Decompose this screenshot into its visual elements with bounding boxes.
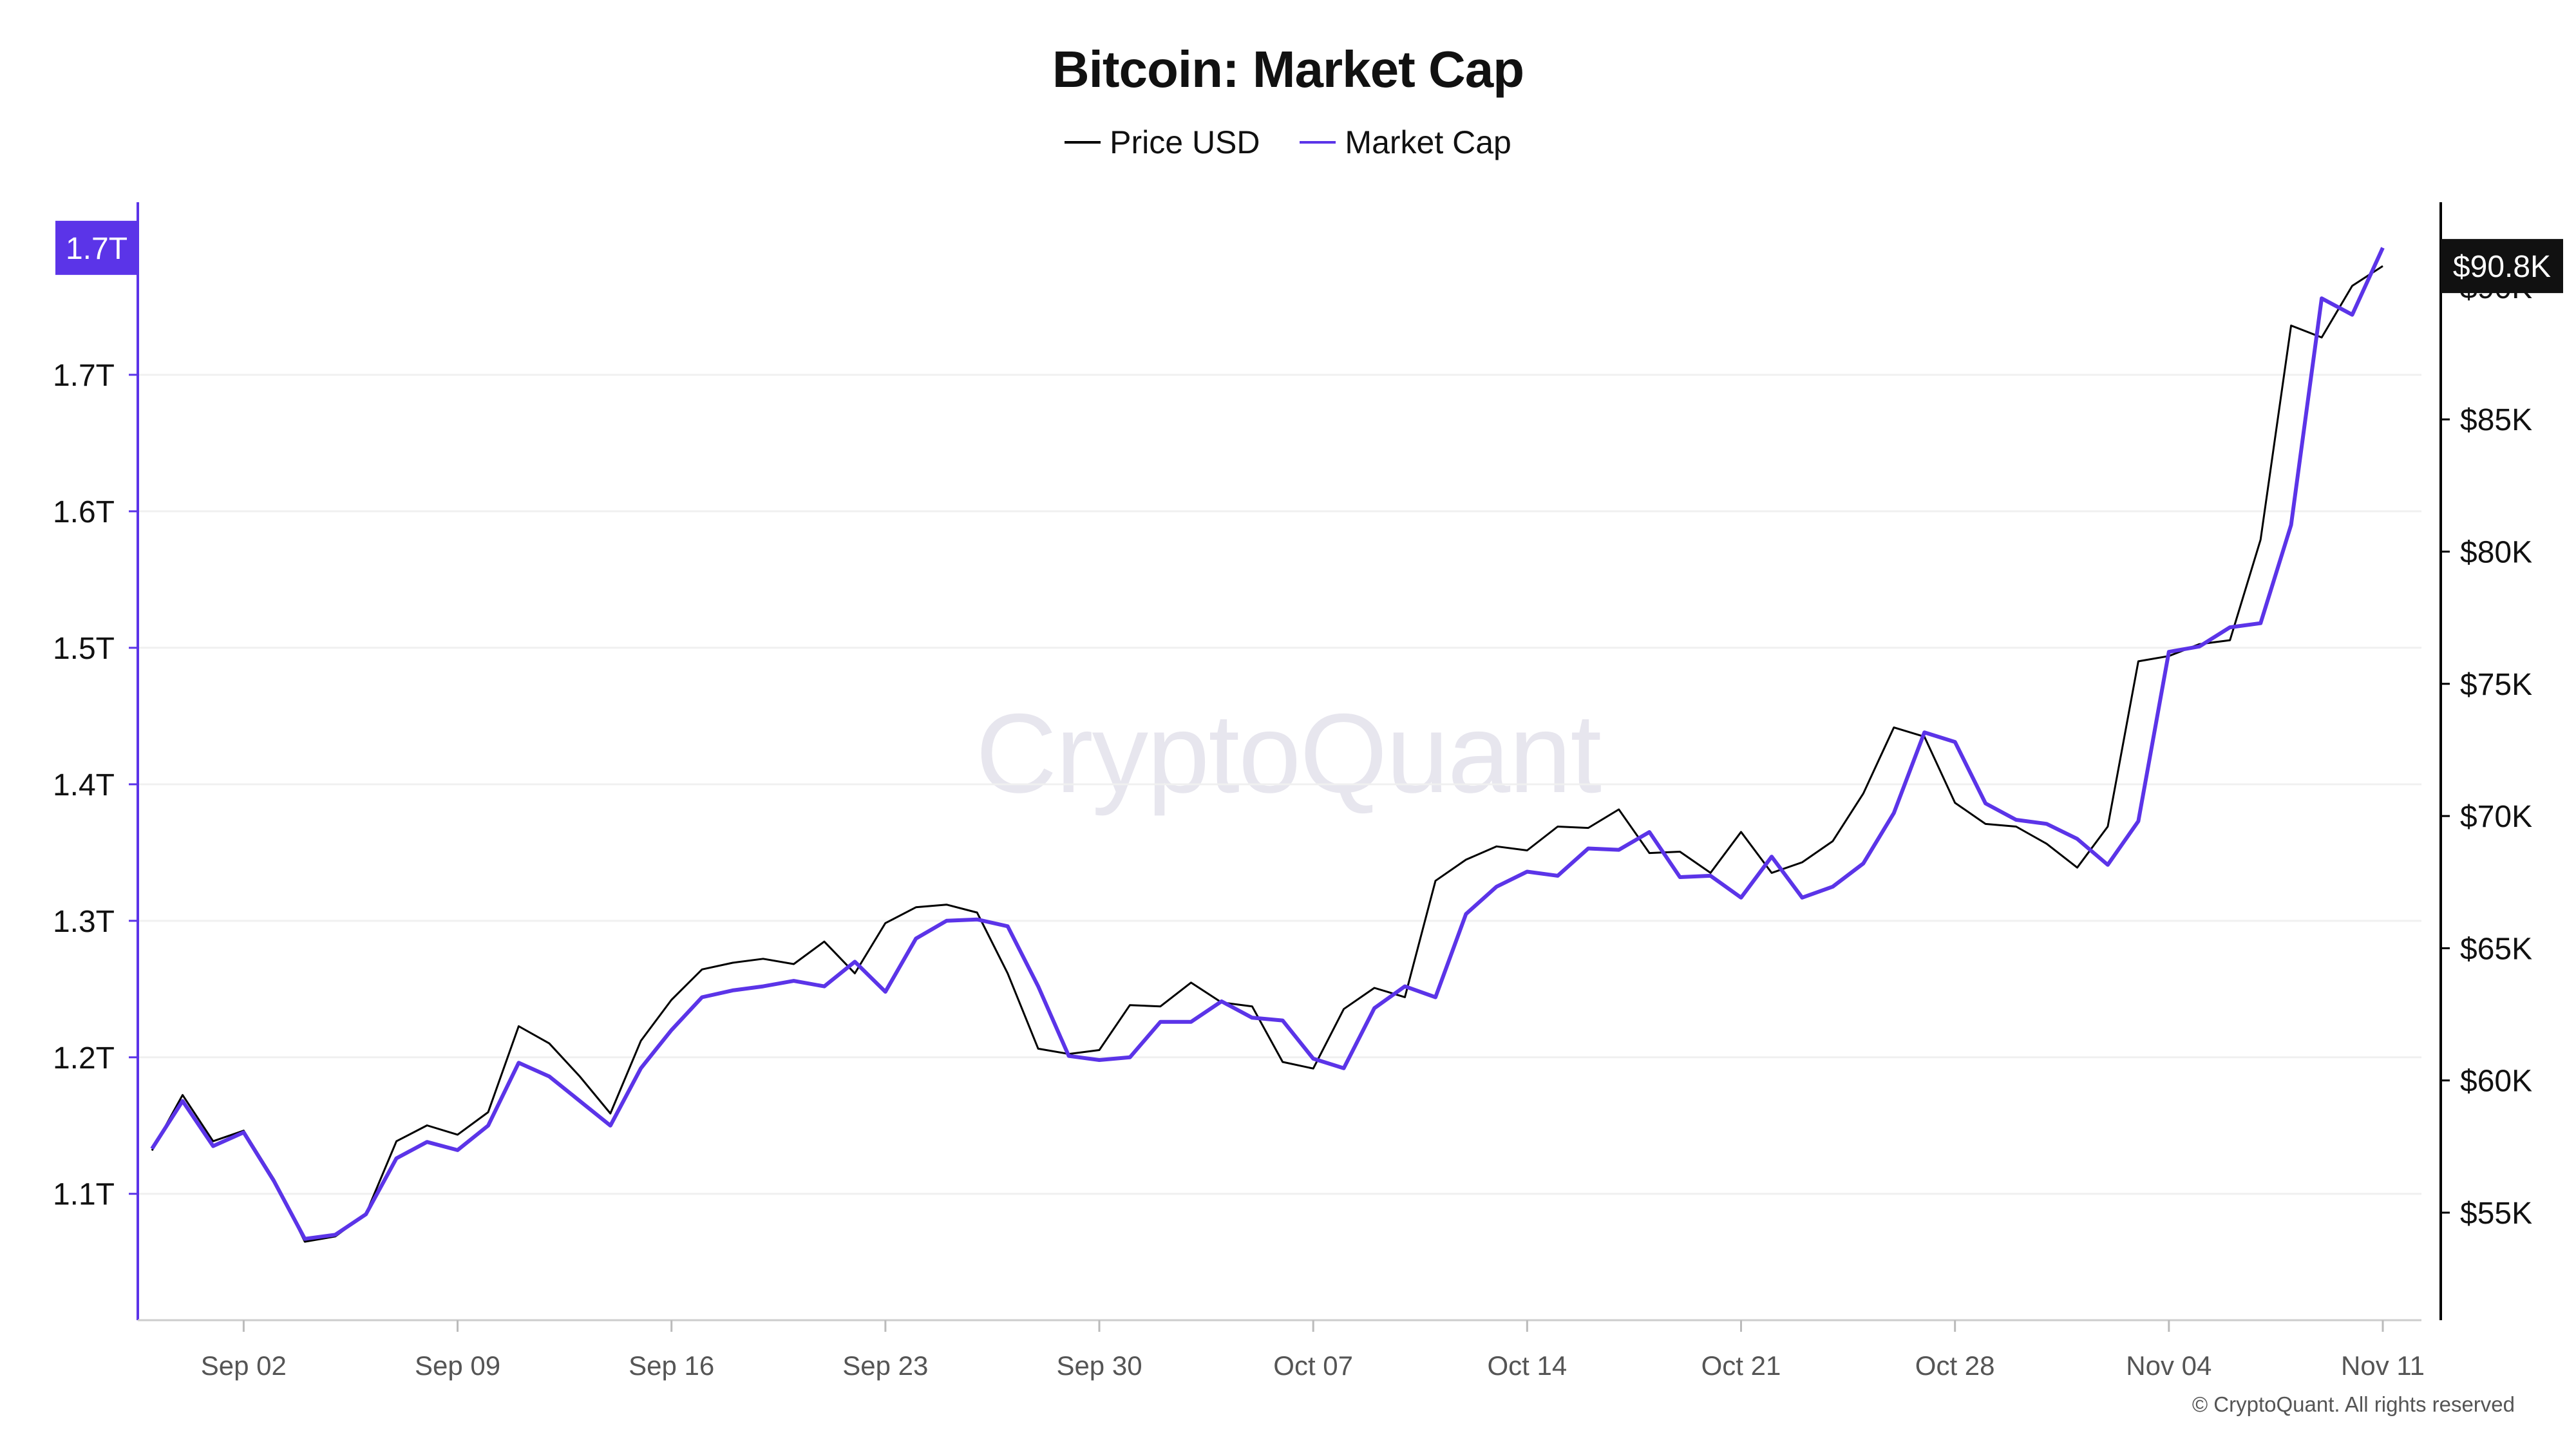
market-cap-line bbox=[150, 247, 2385, 1241]
right-current-value-label: $90.8K bbox=[2453, 250, 2551, 284]
chart-title: Bitcoin: Market Cap bbox=[1052, 41, 1524, 98]
axes bbox=[137, 202, 2442, 1321]
left-tick-label: 1.2T bbox=[53, 1041, 115, 1075]
left-axis-ticks: 1.1T 1.2T 1.3T 1.4T 1.5T 1.6T 1.7T bbox=[53, 359, 138, 1212]
right-tick-label: $60K bbox=[2460, 1065, 2532, 1099]
left-tick-label: 1.1T bbox=[53, 1178, 115, 1212]
x-tick-label: Oct 21 bbox=[1701, 1350, 1781, 1381]
x-tick-label: Sep 02 bbox=[201, 1350, 287, 1381]
series-lines bbox=[150, 247, 2385, 1243]
legend-item-price[interactable]: Price USD bbox=[1065, 124, 1260, 161]
x-tick-label: Oct 28 bbox=[1915, 1350, 1995, 1381]
value-badges: 1.7T $90.8K bbox=[55, 220, 2563, 294]
x-tick-label: Sep 09 bbox=[415, 1350, 500, 1381]
right-tick-label: $65K bbox=[2460, 932, 2532, 966]
x-tick-label: Nov 11 bbox=[2341, 1350, 2425, 1381]
x-tick-label: Sep 30 bbox=[1056, 1350, 1142, 1381]
x-tick-label: Sep 23 bbox=[842, 1350, 928, 1381]
left-tick-label: 1.3T bbox=[53, 905, 115, 939]
right-axis-ticks: $55K$60K$65K$70K$75K$80K$85K$90K bbox=[2441, 271, 2532, 1231]
right-tick-label: $80K bbox=[2460, 536, 2532, 570]
legend-label-market-cap: Market Cap bbox=[1345, 124, 1511, 160]
price-usd-line bbox=[151, 265, 2383, 1243]
x-tick-label: Oct 14 bbox=[1487, 1350, 1567, 1381]
copyright: © CryptoQuant. All rights reserved bbox=[2192, 1392, 2515, 1416]
right-tick-label: $55K bbox=[2460, 1197, 2532, 1231]
right-tick-label: $75K bbox=[2460, 668, 2532, 702]
grid-lines bbox=[138, 374, 2421, 1195]
left-tick-label: 1.6T bbox=[53, 495, 115, 529]
legend-swatch-price bbox=[1065, 140, 1101, 144]
legend-swatch-market-cap bbox=[1300, 140, 1336, 144]
x-tick-label: Oct 07 bbox=[1273, 1350, 1353, 1381]
watermark: CryptoQuant bbox=[975, 691, 1602, 817]
left-current-value-label: 1.7T bbox=[66, 232, 128, 266]
right-tick-label: $85K bbox=[2460, 403, 2532, 437]
legend-item-market-cap[interactable]: Market Cap bbox=[1300, 124, 1511, 161]
right-current-value-badge bbox=[2441, 239, 2563, 294]
left-current-value-badge bbox=[55, 220, 138, 275]
left-tick-label: 1.5T bbox=[53, 632, 115, 666]
legend: Price USD Market Cap bbox=[0, 124, 2576, 161]
legend-label-price: Price USD bbox=[1110, 124, 1260, 160]
left-tick-label: 1.4T bbox=[53, 768, 115, 802]
x-tick-label: Sep 16 bbox=[629, 1350, 714, 1381]
x-axis-ticks: Sep 02 Sep 09 Sep 16 Sep 23 Sep 30 Oct 07 Oct … bbox=[201, 1320, 2425, 1381]
x-tick-label: Nov 04 bbox=[2126, 1350, 2211, 1381]
right-tick-label: $70K bbox=[2460, 800, 2532, 834]
left-tick-label: 1.7T bbox=[53, 359, 115, 393]
